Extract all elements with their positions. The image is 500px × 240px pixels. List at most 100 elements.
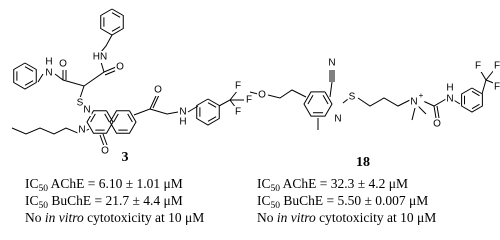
bond bbox=[207, 102, 217, 108]
atom-label: HN bbox=[93, 52, 107, 63]
activity-text: BuChE = 21.7 ± 4.4 μM bbox=[48, 193, 183, 208]
bond bbox=[24, 66, 34, 72]
bond bbox=[100, 34, 113, 53]
atom-bg bbox=[77, 124, 87, 136]
bond bbox=[152, 94, 160, 109]
structure-18 bbox=[249, 69, 497, 130]
atom-label: N bbox=[45, 68, 52, 79]
atom-bg bbox=[178, 106, 188, 118]
atom-bg bbox=[257, 89, 267, 101]
atom-bg bbox=[492, 81, 500, 93]
bond bbox=[102, 133, 108, 146]
atom-label: H bbox=[45, 57, 52, 68]
activity-text: AChE = 6.10 ± 1.01 μM bbox=[48, 176, 183, 191]
activity-text: BuChE = 5.50 ± 0.007 μM bbox=[280, 193, 428, 208]
atom-label: N bbox=[179, 107, 186, 118]
atom-bg bbox=[115, 61, 125, 73]
atom-label: N bbox=[328, 58, 335, 69]
bond bbox=[357, 97, 411, 107]
note-pre: No bbox=[257, 210, 277, 225]
atom-bg bbox=[445, 93, 455, 105]
atom-bg bbox=[417, 90, 425, 102]
atom-bg bbox=[473, 60, 483, 72]
bond bbox=[99, 134, 105, 147]
atom-label: O bbox=[116, 62, 124, 73]
bond bbox=[133, 95, 157, 116]
bond bbox=[303, 91, 333, 117]
note-post: cytotoxicity at 10 μM bbox=[316, 210, 436, 225]
bond bbox=[471, 103, 480, 110]
atom-bg bbox=[347, 91, 357, 103]
atom-label: N bbox=[334, 114, 341, 125]
compound-id: 3 bbox=[122, 150, 129, 165]
atom-bg bbox=[244, 94, 254, 106]
atom-bg bbox=[75, 97, 85, 109]
bond bbox=[471, 90, 480, 97]
atom-label: F bbox=[494, 61, 500, 72]
ic-subscript: 50 bbox=[39, 184, 49, 194]
bond bbox=[111, 12, 121, 18]
note-line: No in vitro cytotoxicity at 10 μM bbox=[25, 210, 204, 225]
bond bbox=[329, 70, 333, 98]
note-line: No in vitro cytotoxicity at 10 μM bbox=[257, 210, 436, 225]
bond bbox=[207, 116, 217, 122]
atom-bg bbox=[153, 84, 163, 96]
atom-bg bbox=[100, 145, 110, 157]
atom-bg bbox=[233, 106, 243, 118]
atom-bg bbox=[333, 113, 343, 125]
atom-label: F bbox=[475, 61, 481, 72]
atom-bg bbox=[82, 104, 92, 116]
atom-label: N bbox=[446, 94, 453, 105]
atom-bg bbox=[432, 118, 442, 130]
activity-line: IC50 AChE = 32.3 ± 4.2 μM bbox=[257, 176, 408, 194]
bond bbox=[322, 95, 329, 105]
note-em: in vitro bbox=[45, 210, 84, 225]
atom-label: + bbox=[419, 91, 424, 100]
bond bbox=[342, 98, 349, 104]
note-post: cytotoxicity at 10 μM bbox=[84, 210, 204, 225]
compound-id: 18 bbox=[356, 155, 370, 170]
atom-label: N bbox=[410, 97, 417, 108]
atom-label: F bbox=[494, 82, 500, 93]
atom-label: O bbox=[59, 59, 67, 70]
bond bbox=[111, 26, 121, 32]
atom-bg bbox=[58, 58, 68, 70]
atom-bg bbox=[44, 67, 54, 79]
ic-prefix: IC bbox=[257, 193, 271, 208]
atom-bg bbox=[327, 57, 337, 69]
atom-label: H bbox=[179, 117, 186, 128]
bond bbox=[104, 113, 110, 123]
bond bbox=[24, 80, 34, 86]
atom-bg bbox=[492, 60, 500, 72]
atom-bg bbox=[445, 82, 455, 94]
bond bbox=[307, 95, 314, 105]
atom-label: O bbox=[258, 90, 266, 101]
activity-line: IC50 BuChE = 21.7 ± 4.4 μM bbox=[25, 193, 183, 211]
bond bbox=[90, 113, 96, 123]
atom-label: F bbox=[235, 81, 241, 92]
ic-prefix: IC bbox=[25, 176, 39, 191]
atom-label: O bbox=[154, 85, 162, 96]
bond bbox=[479, 69, 487, 95]
atom-label: O bbox=[433, 119, 441, 130]
atom-label: S bbox=[349, 92, 356, 103]
bond bbox=[436, 105, 440, 119]
bond bbox=[433, 105, 437, 119]
atom-label: N bbox=[78, 125, 85, 136]
bond bbox=[103, 66, 117, 73]
atom-label: O bbox=[101, 146, 109, 157]
ic-subscript: 50 bbox=[271, 184, 281, 194]
bond bbox=[37, 73, 44, 83]
bond bbox=[417, 105, 427, 115]
bond bbox=[13, 62, 37, 90]
bond bbox=[267, 89, 307, 99]
bond bbox=[86, 110, 114, 134]
atom-bg bbox=[409, 96, 419, 108]
atom-bg bbox=[178, 116, 188, 128]
ic-subscript: 50 bbox=[39, 201, 49, 211]
bond bbox=[149, 108, 179, 115]
note-pre: No bbox=[25, 210, 45, 225]
bond bbox=[113, 113, 119, 123]
note-em: in vitro bbox=[277, 210, 316, 225]
